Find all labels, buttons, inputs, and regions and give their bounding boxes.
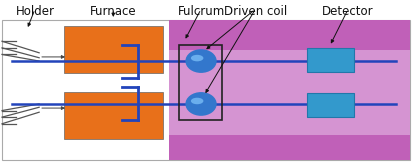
Ellipse shape	[191, 98, 204, 104]
Ellipse shape	[191, 55, 204, 61]
Ellipse shape	[185, 92, 217, 116]
Bar	[2, 20, 410, 160]
Bar	[179, 45, 222, 120]
Bar	[169, 50, 410, 135]
Text: Holder: Holder	[16, 5, 54, 18]
Bar	[64, 92, 163, 139]
Text: Driven coil: Driven coil	[224, 5, 287, 18]
Bar	[169, 20, 410, 160]
Bar	[307, 93, 354, 117]
Bar	[64, 26, 163, 73]
Text: Furnace: Furnace	[90, 5, 137, 18]
Ellipse shape	[185, 49, 217, 73]
Bar	[307, 48, 354, 72]
Text: Detector: Detector	[322, 5, 374, 18]
Text: Fulcrum: Fulcrum	[178, 5, 225, 18]
